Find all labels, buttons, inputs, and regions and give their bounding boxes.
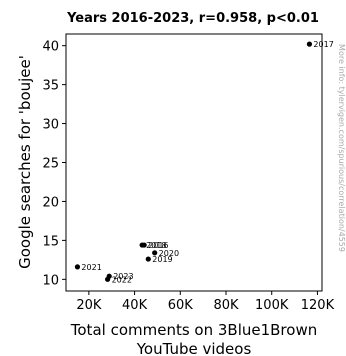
data-point bbox=[106, 273, 112, 279]
x-tick-label: 60K bbox=[168, 298, 194, 313]
x-tick-label: 80K bbox=[213, 298, 239, 313]
x-tick-label: 120K bbox=[301, 298, 335, 313]
data-point bbox=[74, 264, 81, 270]
y-tick-label: 10 bbox=[42, 273, 59, 288]
data-point-label: 2020 bbox=[159, 249, 179, 258]
y-tick-label: 40 bbox=[42, 40, 59, 55]
data-point bbox=[306, 41, 313, 47]
x-tick-label: 40K bbox=[122, 298, 148, 313]
x-axis: 20K 40K 60K 80K 100K 120K bbox=[76, 291, 335, 313]
watermark: More info: tylervigen.com/spurious/corre… bbox=[337, 44, 346, 252]
y-tick-label: 25 bbox=[42, 157, 59, 172]
data-point bbox=[139, 242, 145, 248]
data-point bbox=[152, 250, 158, 256]
data-point-label: 2018 bbox=[146, 241, 166, 250]
y-axis-label: Google searches for 'boujee' bbox=[16, 55, 34, 269]
data-point-label: 2022 bbox=[112, 275, 132, 284]
x-axis-label-line-1: Total comments on 3Blue1Brown bbox=[70, 321, 317, 339]
data-point-label: 2023 bbox=[113, 272, 133, 281]
data-point-label: 2017 bbox=[313, 40, 333, 49]
y-tick-label: 20 bbox=[42, 195, 59, 210]
data-point bbox=[145, 256, 151, 262]
y-tick-label: 35 bbox=[42, 79, 59, 94]
plot-area bbox=[65, 33, 323, 292]
x-axis-label-line-2: YouTube videos bbox=[136, 340, 252, 356]
data-point-label: 2016 bbox=[148, 241, 168, 250]
y-axis: 10 15 20 25 30 35 40 bbox=[42, 40, 66, 288]
y-tick-label: 30 bbox=[42, 118, 59, 133]
y-tick-label: 15 bbox=[42, 234, 59, 249]
data-point-label: 2021 bbox=[81, 263, 101, 272]
x-tick-label: 20K bbox=[76, 298, 102, 313]
chart-title: Years 2016-2023, r=0.958, p<0.01 bbox=[66, 11, 319, 26]
x-tick-label: 100K bbox=[255, 298, 289, 313]
data-point-label: 2019 bbox=[152, 255, 172, 264]
